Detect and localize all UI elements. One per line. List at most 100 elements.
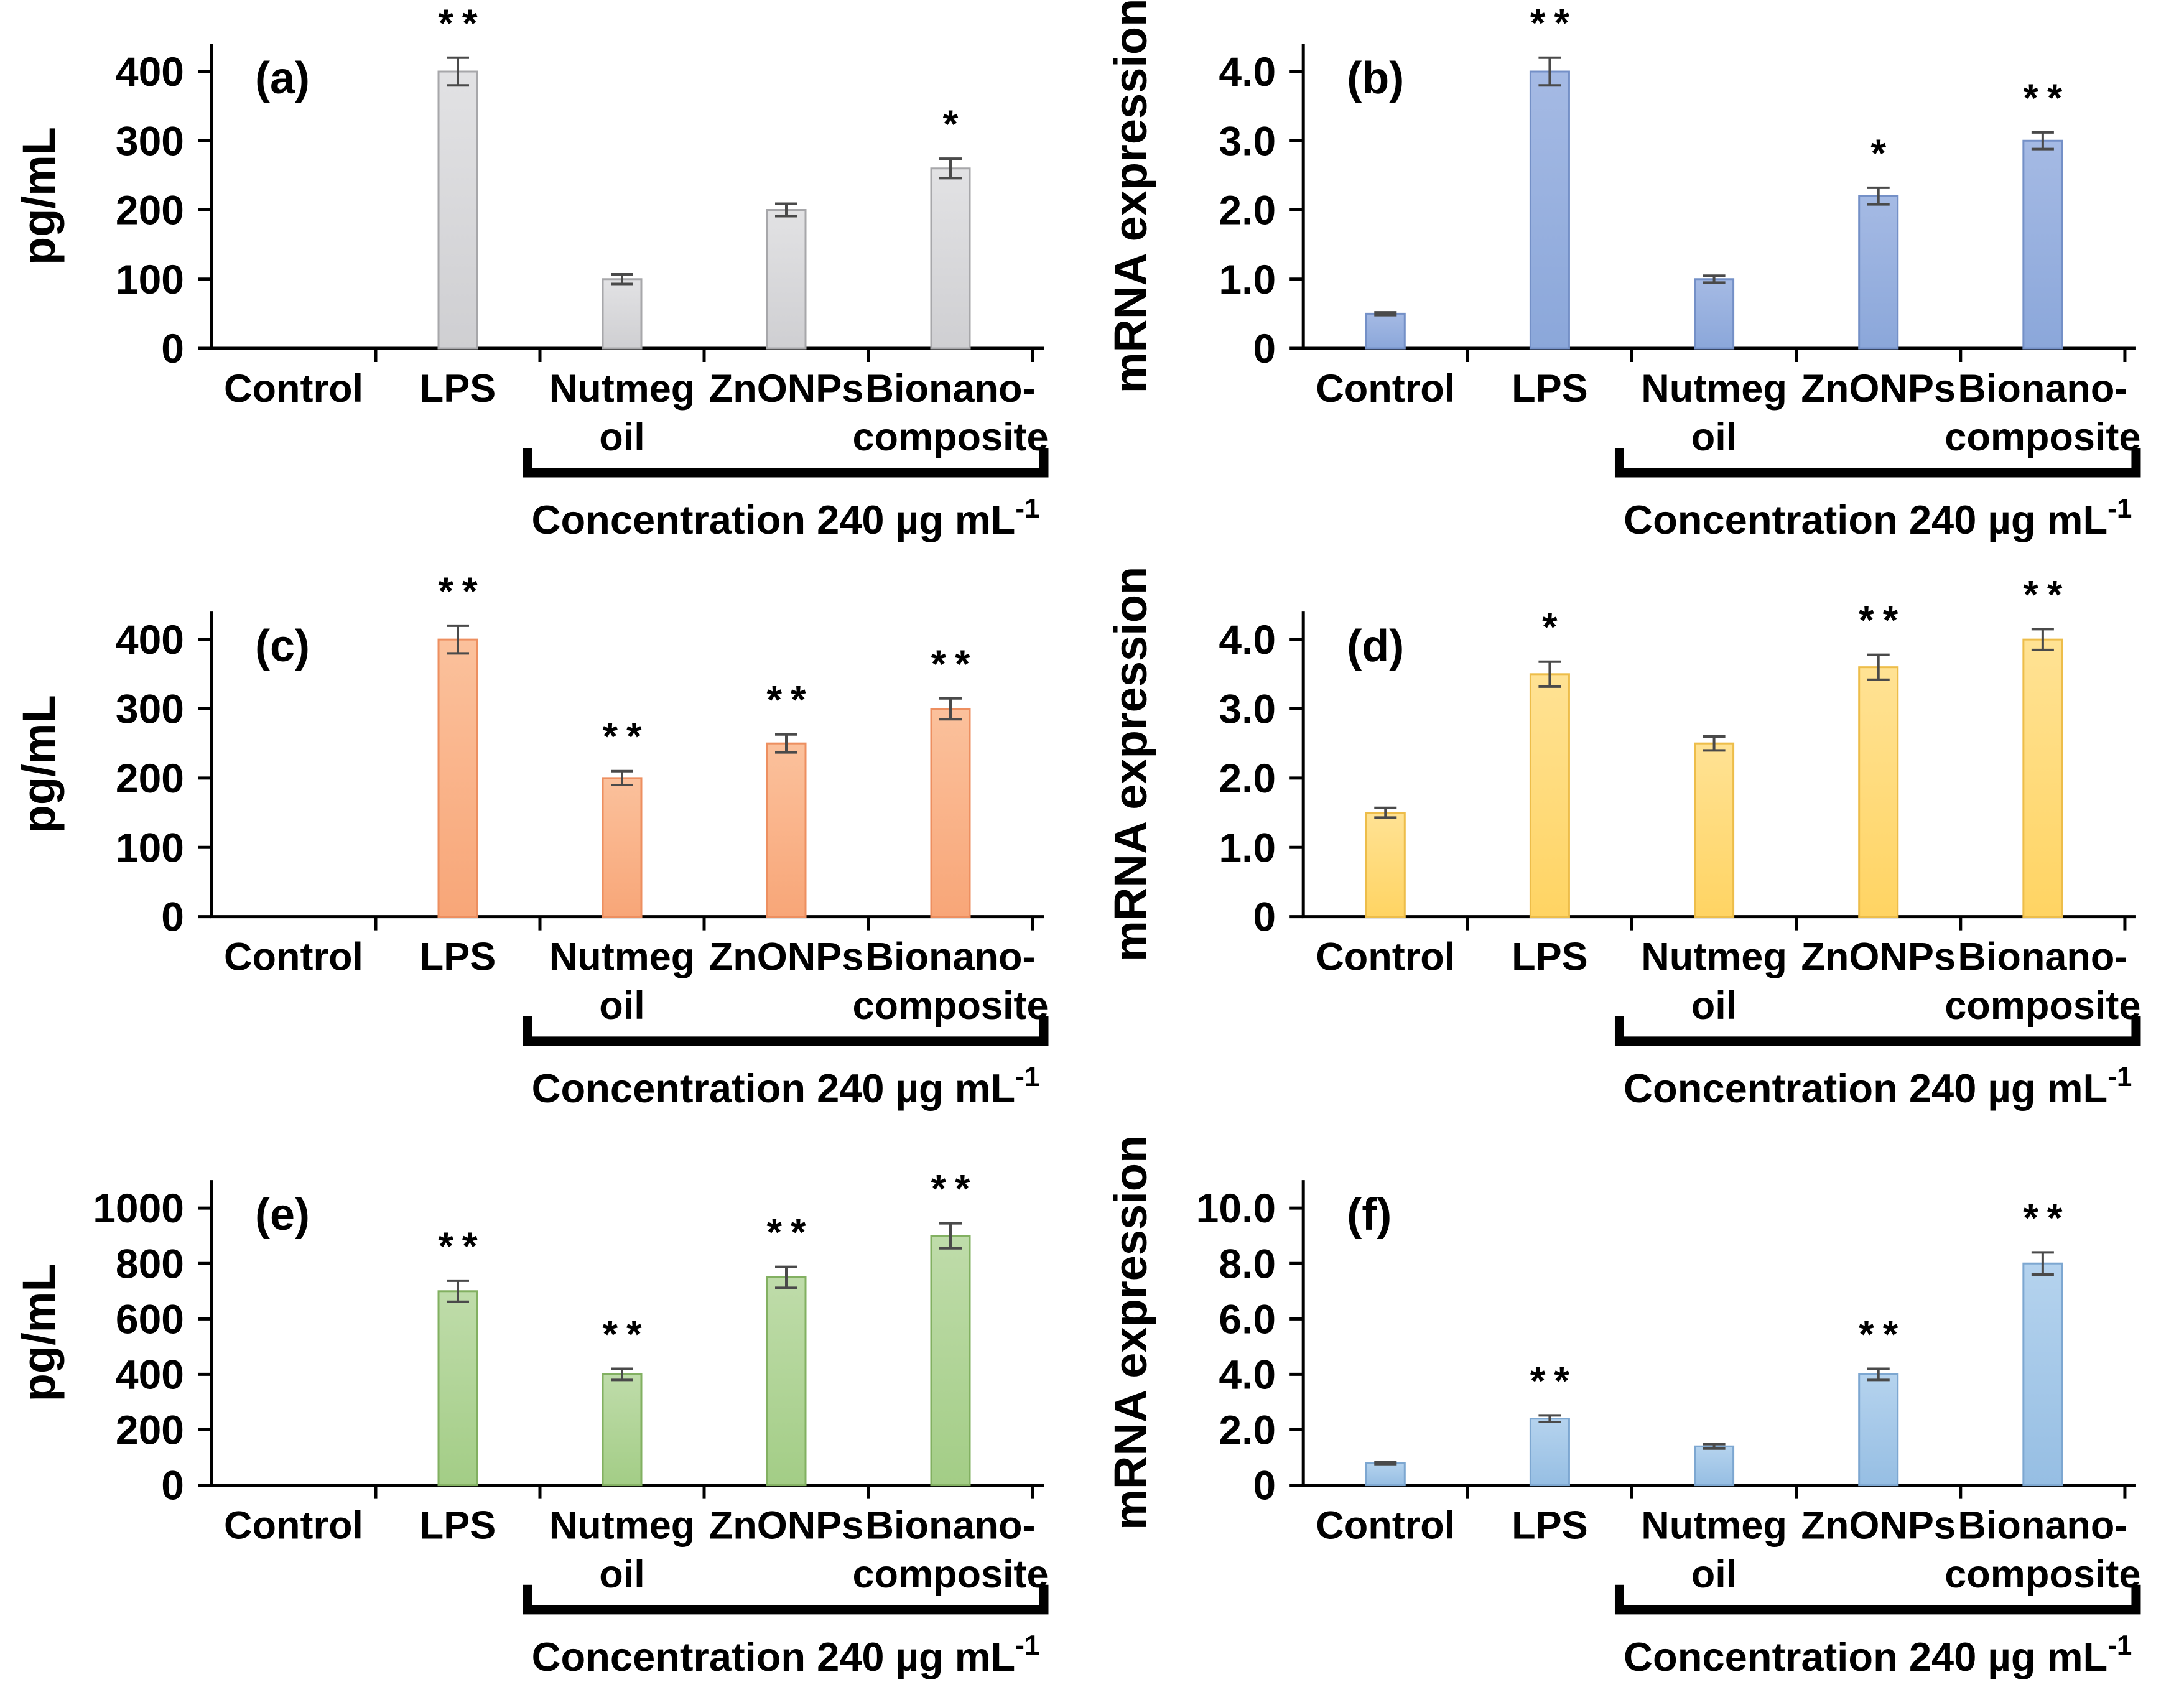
y-tick-label: 100 [116, 256, 184, 302]
group-bracket [1614, 1584, 2141, 1615]
bar-bionano-composite [930, 167, 971, 350]
significance-stars: ** [2023, 77, 2071, 120]
category-label-nutmeg-oil: oil [599, 416, 645, 459]
group-bracket [523, 448, 1049, 478]
significance-stars: ** [1530, 2, 1578, 45]
category-label-znonps: ZnONPs [709, 1504, 863, 1548]
category-label-nutmeg-oil: Nutmeg [549, 367, 695, 411]
y-tick-label: 200 [116, 1407, 184, 1453]
y-axis-title: pg/mL [13, 1263, 65, 1401]
category-label-bionano-composite: Bionano- [1958, 936, 2127, 979]
significance-stars: * [943, 103, 967, 146]
y-tick-label: 4.0 [1219, 49, 1276, 95]
significance-stars: ** [766, 679, 814, 722]
y-tick-label: 0 [161, 894, 184, 940]
chart-a: 0 100 200 300 400 pg/mL (a) Control ** LPS Nutmeg o… [13, 2, 1049, 542]
category-label-nutmeg-oil: Nutmeg [549, 1504, 695, 1548]
y-tick-label: 200 [116, 187, 184, 233]
y-tick-label: 4.0 [1219, 1352, 1276, 1398]
bar-bionano-composite [930, 707, 971, 918]
category-label-lps: LPS [420, 936, 496, 979]
category-label-control: Control [224, 936, 363, 979]
category-label-bionano-composite: composite [853, 984, 1049, 1028]
category-label-znonps: ZnONPs [1801, 936, 1956, 979]
bar-znonps [1858, 1373, 1899, 1487]
bar-lps [437, 70, 478, 350]
y-tick-label: 0 [161, 325, 184, 371]
category-label-bionano-composite: composite [852, 416, 1048, 459]
significance-stars: ** [438, 570, 486, 613]
y-tick-label: 300 [116, 118, 184, 164]
group-bracket [523, 1016, 1049, 1046]
significance-stars: * [1870, 132, 1895, 175]
y-tick-label: 600 [116, 1296, 184, 1342]
y-tick-label: 300 [116, 686, 184, 732]
bar-control [1365, 312, 1406, 350]
panel-label: (e) [255, 1190, 310, 1240]
bar-lps [437, 1290, 478, 1487]
panel-a: 0 100 200 300 400 pg/mL (a) Control ** LPS Nutmeg o… [0, 0, 1092, 568]
bar-znonps [766, 742, 807, 918]
category-label-nutmeg-oil: Nutmeg [1641, 367, 1787, 411]
concentration-label: Concentration 240 µg mL-1 [1624, 1062, 2132, 1111]
category-label-lps: LPS [1512, 1504, 1588, 1548]
panel-d: 0 1.0 2.0 3.0 4.0 mRNA expression (d) Control * L… [1092, 568, 2184, 1136]
y-tick-label: 1000 [93, 1185, 184, 1231]
y-tick-label: 8.0 [1219, 1240, 1276, 1286]
y-tick-label: 6.0 [1219, 1296, 1276, 1342]
bar-bionano-composite [2022, 638, 2063, 918]
category-label-nutmeg-oil: oil [1691, 1553, 1737, 1596]
bar-znonps [766, 209, 807, 350]
y-tick-label: 3.0 [1219, 686, 1276, 732]
category-label-control: Control [224, 1504, 363, 1548]
panel-c: 0 100 200 300 400 pg/mL (c) Control ** LPS ** Nutme… [0, 568, 1092, 1136]
y-tick-label: 0 [1253, 325, 1276, 371]
chart-d: 0 1.0 2.0 3.0 4.0 mRNA expression (d) Control * L… [1105, 568, 2141, 1111]
bar-lps [1529, 1418, 1570, 1487]
significance-stars: * [1542, 606, 1566, 649]
bar-control [1365, 1462, 1406, 1487]
significance-stars: ** [766, 1211, 814, 1255]
y-tick-label: 3.0 [1219, 118, 1276, 164]
significance-stars: ** [1859, 599, 1907, 643]
category-label-control: Control [1316, 367, 1455, 411]
category-label-znonps: ZnONPs [709, 936, 863, 979]
category-label-bionano-composite: Bionano- [1958, 1504, 2127, 1548]
concentration-label: Concentration 240 µg mL-1 [532, 1062, 1040, 1111]
category-label-control: Control [224, 367, 363, 411]
bar-lps [1529, 70, 1570, 350]
category-label-nutmeg-oil: Nutmeg [1641, 936, 1787, 979]
y-tick-label: 2.0 [1219, 187, 1276, 233]
significance-stars: ** [931, 1168, 978, 1211]
chart-f: 0 2.0 4.0 6.0 8.0 10.0 mRNA expression (f) Contr… [1105, 1136, 2141, 1679]
category-label-nutmeg-oil: oil [1691, 416, 1737, 459]
panel-label: (c) [255, 621, 310, 671]
y-axis-title: pg/mL [13, 127, 65, 265]
category-label-bionano-composite: composite [1945, 984, 2140, 1028]
group-bracket [1614, 1016, 2141, 1046]
bar-lps [1529, 673, 1570, 918]
concentration-label: Concentration 240 µg mL-1 [532, 493, 1040, 542]
y-tick-label: 4.0 [1219, 616, 1276, 662]
bar-nutmeg-oil [1694, 742, 1735, 918]
y-tick-label: 2.0 [1219, 755, 1276, 801]
significance-stars: ** [602, 715, 650, 759]
category-label-bionano-composite: Bionano- [866, 936, 1036, 979]
concentration-label: Concentration 240 µg mL-1 [532, 1630, 1040, 1679]
category-label-nutmeg-oil: Nutmeg [1641, 1504, 1787, 1548]
bar-nutmeg-oil [602, 278, 643, 350]
significance-stars: ** [438, 1225, 486, 1268]
panel-label: (a) [255, 53, 310, 103]
category-label-control: Control [1316, 1504, 1455, 1548]
bar-nutmeg-oil [602, 1373, 643, 1487]
y-axis-title: mRNA expression [1105, 0, 1156, 393]
significance-stars: ** [931, 643, 978, 686]
y-tick-label: 1.0 [1219, 824, 1276, 870]
y-tick-label: 400 [116, 1352, 184, 1398]
panel-e: 0 200 400 600 800 1000 pg/mL (e) Control ** LPS ** N… [0, 1136, 1092, 1705]
bar-bionano-composite [2022, 1262, 2063, 1487]
bar-znonps [1858, 666, 1899, 918]
bar-nutmeg-oil [1694, 1445, 1735, 1487]
